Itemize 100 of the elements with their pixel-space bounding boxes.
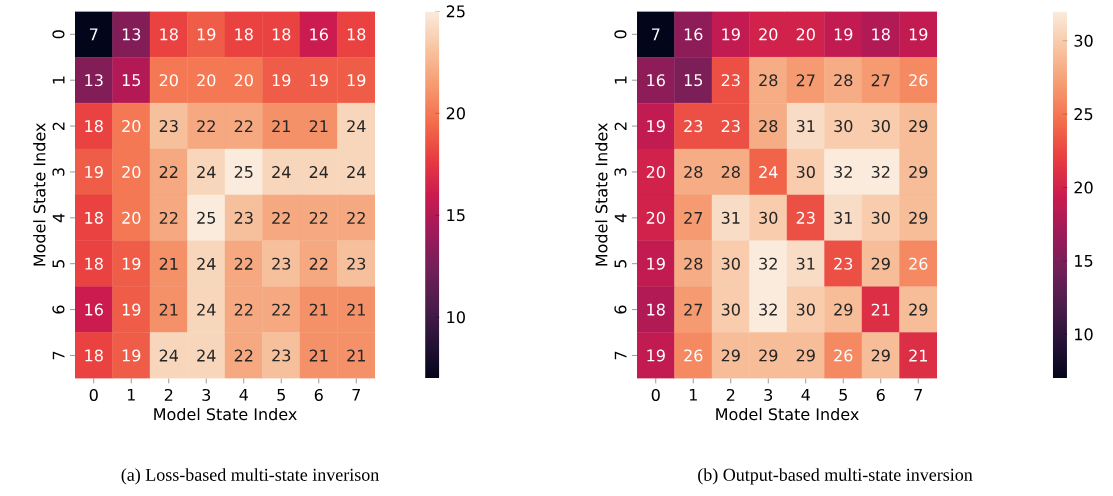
data-label: 20: [197, 73, 216, 87]
color-bar-label: 30: [1074, 34, 1093, 47]
color-bar-label: 20: [446, 107, 465, 120]
data-label: 31: [796, 119, 815, 132]
data-label: 19: [647, 257, 665, 270]
y-tick-label: 1: [52, 76, 65, 84]
text: (a) Loss-based multi-state inverison: [121, 468, 379, 485]
data-label: 24: [197, 165, 216, 178]
data-label: 23: [721, 119, 740, 132]
data-label: 19: [310, 73, 328, 87]
x-tick-label: 6: [314, 388, 323, 401]
data-label: 19: [122, 349, 141, 362]
data-label: 19: [347, 73, 366, 87]
data-label: 21: [309, 119, 328, 132]
data-label: 32: [759, 257, 777, 270]
y-tick-label: 0: [52, 30, 65, 39]
y-tick-label: 1: [614, 76, 627, 84]
data-label: 20: [122, 119, 141, 132]
x-tick-label: 3: [764, 388, 773, 401]
data-label: 20: [122, 211, 141, 224]
data-label: 24: [347, 165, 366, 178]
data-label: 30: [796, 165, 815, 178]
data-label: 19: [834, 28, 853, 41]
data-label: 19: [122, 303, 141, 316]
data-label: 21: [272, 119, 290, 132]
data-label: 29: [834, 303, 853, 316]
data-label: 23: [796, 211, 815, 224]
color-bar-label: 25: [446, 5, 465, 18]
data-label: 23: [272, 257, 291, 270]
data-label: 22: [234, 119, 253, 132]
color-bar-label: 10: [447, 310, 465, 324]
data-label: 28: [684, 257, 703, 270]
data-label: 21: [347, 303, 365, 316]
data-label: 25: [197, 211, 216, 224]
data-label: 20: [159, 73, 178, 87]
x-tick-label: 0: [651, 388, 660, 401]
data-label: 29: [759, 349, 778, 362]
data-label: 18: [85, 349, 103, 362]
data-label: 24: [197, 257, 216, 270]
data-label: 24: [309, 165, 329, 178]
data-label: 23: [834, 257, 853, 270]
y-tick-label: 4: [614, 213, 627, 222]
x-tick-label: 2: [164, 388, 173, 401]
data-label: 27: [684, 211, 703, 224]
data-label: 26: [834, 349, 853, 362]
data-label: 19: [647, 349, 665, 362]
data-label: 28: [759, 119, 778, 132]
data-label: 21: [871, 303, 890, 316]
data-label: 22: [234, 257, 253, 270]
data-label: 19: [122, 257, 141, 270]
data-label: 32: [871, 165, 890, 178]
data-label: 23: [234, 211, 253, 224]
data-label: 15: [684, 74, 703, 86]
data-label: 29: [871, 257, 890, 270]
data-label: 31: [796, 257, 815, 270]
color-bar-label: 25: [1074, 107, 1093, 121]
data-label: 18: [347, 28, 366, 41]
y-tick-label: 6: [614, 305, 627, 314]
data-label: 21: [909, 349, 927, 362]
data-label: 23: [347, 257, 366, 270]
data-label: 23: [684, 119, 703, 132]
x-axis-title: Model State Index: [716, 407, 859, 421]
data-label: 30: [759, 211, 778, 224]
data-label: 23: [272, 349, 291, 362]
data-label: 18: [647, 303, 665, 316]
y-tick-label: 7: [52, 351, 65, 360]
x-tick-label: 1: [689, 388, 697, 401]
data-label: 19: [197, 28, 216, 41]
data-label: 20: [122, 165, 141, 178]
data-label: 30: [721, 257, 740, 270]
data-label: 29: [909, 211, 928, 224]
y-tick-label: 3: [614, 167, 627, 176]
data-label: 32: [834, 165, 852, 178]
data-label: 19: [909, 28, 928, 41]
y-axis-title: Model State Index: [33, 122, 46, 266]
x-tick-label: 5: [277, 388, 285, 401]
y-tick-label: 6: [52, 305, 65, 314]
data-label: 25: [234, 165, 253, 178]
data-label: 20: [796, 28, 815, 41]
data-label: 30: [871, 119, 890, 132]
x-tick-label: 0: [89, 388, 98, 401]
x-tick-label: 7: [352, 388, 360, 401]
data-label: 22: [309, 211, 328, 224]
data-label: 16: [85, 303, 103, 316]
data-label: 24: [197, 349, 216, 362]
y-tick-label: 3: [52, 167, 65, 176]
x-tick-label: 6: [876, 388, 885, 401]
data-label: 19: [722, 28, 740, 41]
y-tick-label: 0: [614, 30, 627, 39]
data-label: 20: [759, 28, 778, 41]
data-label: 27: [684, 303, 703, 316]
data-label: 22: [272, 303, 290, 316]
data-label: 22: [309, 257, 328, 270]
color-bar-label: 10: [1075, 328, 1093, 341]
data-label: 22: [234, 303, 253, 316]
x-tick-label: 2: [726, 388, 735, 401]
data-label: 22: [159, 211, 178, 224]
y-tick-label: 4: [52, 213, 65, 222]
data-label: 24: [759, 165, 778, 178]
data-label: 18: [85, 119, 103, 132]
